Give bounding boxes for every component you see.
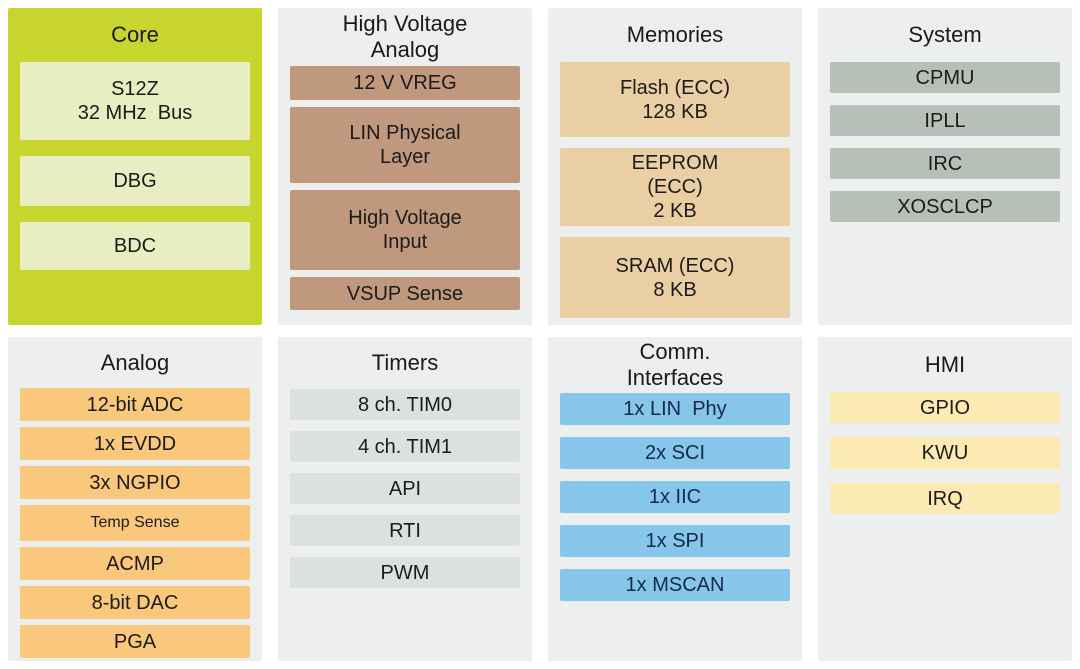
panel-core: Core S12Z 32 MHz Bus DBG BDC (8, 8, 262, 325)
block-xosclcp: XOSCLCP (830, 191, 1060, 222)
block-pwm: PWM (290, 557, 520, 588)
block-acmp: ACMP (20, 547, 250, 580)
panel-comm-interfaces: Comm. Interfaces 1x LIN Phy 2x SCI 1x II… (548, 337, 802, 661)
panel-system-title: System (908, 22, 982, 47)
panel-system: System CPMU IPLL IRC XOSCLCP (818, 8, 1072, 325)
block-12bit-adc: 12-bit ADC (20, 388, 250, 421)
panel-timers: Timers 8 ch. TIM0 4 ch. TIM1 API RTI PWM (278, 337, 532, 661)
block-irq: IRQ (830, 483, 1060, 514)
block-gpio: GPIO (830, 392, 1060, 423)
block-eeprom-ecc: EEPROM (ECC) 2 KB (560, 148, 790, 226)
block-spi: 1x SPI (560, 525, 790, 557)
block-pga: PGA (20, 625, 250, 658)
block-12v-vreg: 12 V VREG (290, 66, 520, 100)
block-iic: 1x IIC (560, 481, 790, 513)
block-sci: 2x SCI (560, 437, 790, 469)
panel-comm-interfaces-title: Comm. Interfaces (626, 339, 724, 390)
block-dbg: DBG (20, 156, 250, 206)
block-1x-evdd: 1x EVDD (20, 427, 250, 460)
panel-hmi: HMI GPIO KWU IRQ (818, 337, 1072, 661)
block-high-voltage-input: High Voltage Input (290, 190, 520, 270)
panel-high-voltage-analog: High Voltage Analog 12 V VREG LIN Physic… (278, 8, 532, 325)
panel-core-title: Core (111, 22, 159, 47)
block-lin-phy: 1x LIN Phy (560, 393, 790, 425)
panel-hmi-title: HMI (924, 351, 966, 377)
panel-analog: Analog 12-bit ADC 1x EVDD 3x NGPIO Temp … (8, 337, 262, 661)
block-flash-ecc: Flash (ECC) 128 KB (560, 62, 790, 137)
panel-timers-title: Timers (371, 350, 439, 375)
block-temp-sense: Temp Sense (20, 505, 250, 541)
block-lin-physical-layer: LIN Physical Layer (290, 107, 520, 183)
block-8bit-dac: 8-bit DAC (20, 586, 250, 619)
block-mscan: 1x MSCAN (560, 569, 790, 601)
block-bdc: BDC (20, 222, 250, 270)
block-vsup-sense: VSUP Sense (290, 277, 520, 310)
block-rti: RTI (290, 515, 520, 546)
panel-high-voltage-analog-title: High Voltage Analog (342, 11, 468, 62)
panel-memories-title: Memories (626, 22, 724, 47)
block-irc: IRC (830, 148, 1060, 179)
block-ipll: IPLL (830, 105, 1060, 136)
panel-analog-title: Analog (100, 349, 170, 375)
block-s12z-bus: S12Z 32 MHz Bus (20, 62, 250, 140)
block-tim0: 8 ch. TIM0 (290, 389, 520, 420)
block-kwu: KWU (830, 437, 1060, 469)
block-api: API (290, 473, 520, 504)
panel-memories: Memories Flash (ECC) 128 KB EEPROM (ECC)… (548, 8, 802, 325)
block-3x-ngpio: 3x NGPIO (20, 466, 250, 499)
block-tim1: 4 ch. TIM1 (290, 431, 520, 462)
block-cpmu: CPMU (830, 62, 1060, 93)
block-sram-ecc: SRAM (ECC) 8 KB (560, 237, 790, 318)
